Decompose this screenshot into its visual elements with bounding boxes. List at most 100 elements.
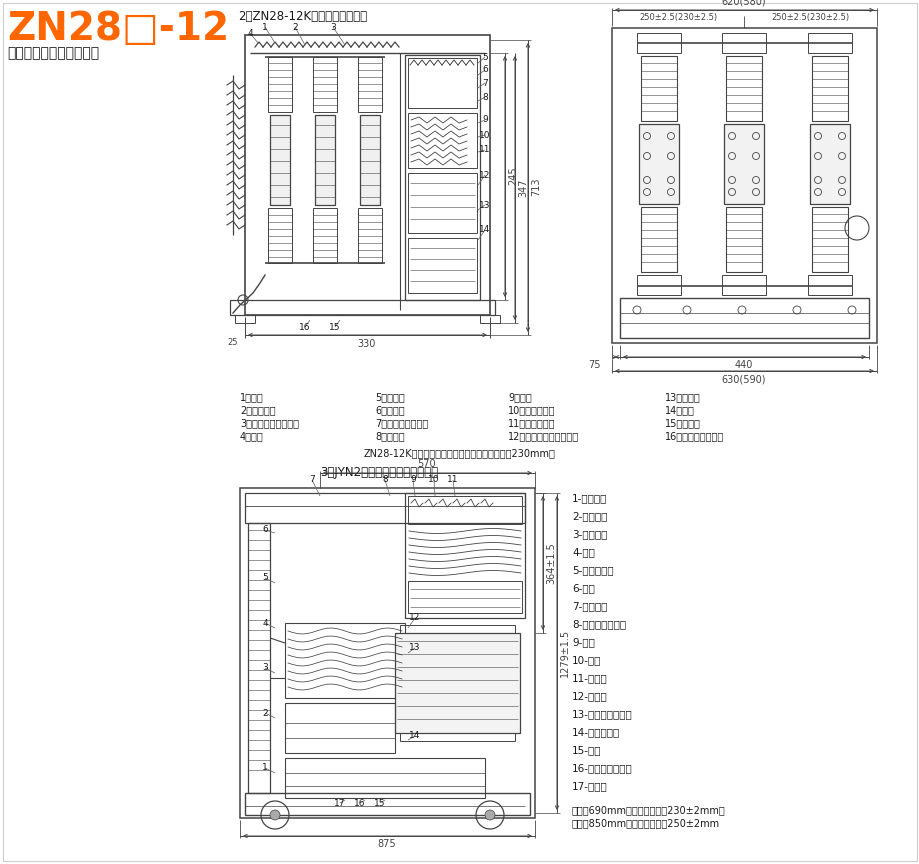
Text: 9、螺栓: 9、螺栓 (507, 392, 531, 402)
Text: 3: 3 (330, 22, 335, 31)
Text: 4: 4 (247, 29, 253, 37)
Text: 1、主轴: 1、主轴 (240, 392, 264, 402)
Bar (807, 33, 851, 53)
Text: 6: 6 (482, 66, 487, 74)
Text: 6: 6 (262, 525, 267, 535)
Text: 25: 25 (228, 338, 238, 347)
Text: 户内高压交流真空断路器: 户内高压交流真空断路器 (7, 46, 99, 60)
Text: 6-转轴: 6-转轴 (572, 583, 595, 593)
Bar (807, 275, 851, 295)
Text: 5、导向板: 5、导向板 (375, 392, 404, 402)
Text: 手车宽850mm时，相间中心距250±2mm: 手车宽850mm时，相间中心距250±2mm (572, 818, 720, 828)
Text: 14: 14 (409, 732, 420, 740)
Text: 14、螺栓: 14、螺栓 (664, 405, 694, 415)
Bar (725, 207, 761, 272)
Bar (407, 58, 476, 108)
Text: 16-灯弧室固定螺栓: 16-灯弧室固定螺栓 (572, 763, 632, 773)
Text: 364±1.5: 364±1.5 (545, 542, 555, 584)
Text: 250±2.5(230±2.5): 250±2.5(230±2.5) (638, 13, 716, 22)
Text: 7-触头弹簧: 7-触头弹簧 (572, 601, 607, 611)
Circle shape (484, 810, 494, 820)
Bar (234, 315, 255, 323)
Bar (230, 300, 494, 315)
Bar (407, 238, 476, 293)
Text: 75: 75 (587, 360, 599, 370)
Bar (811, 207, 847, 272)
Text: 9: 9 (482, 116, 487, 124)
Bar (267, 57, 291, 112)
Text: 713: 713 (530, 178, 540, 196)
Bar (285, 758, 484, 798)
Text: 14: 14 (479, 226, 490, 234)
Bar (636, 275, 680, 295)
Bar (285, 703, 394, 753)
Text: 11-导向板: 11-导向板 (572, 673, 607, 683)
Text: 245: 245 (507, 167, 517, 185)
Text: 570: 570 (417, 459, 436, 469)
Text: 10: 10 (427, 475, 439, 485)
Text: 2-操动机构: 2-操动机构 (572, 511, 607, 521)
Bar (641, 207, 676, 272)
Text: 13: 13 (479, 200, 490, 209)
Text: 16: 16 (299, 322, 311, 332)
Bar (611, 28, 876, 343)
Text: 10: 10 (479, 130, 490, 139)
Bar (407, 113, 476, 168)
Text: 8-超行程调整螺栓: 8-超行程调整螺栓 (572, 619, 626, 629)
Text: 1279±1.5: 1279±1.5 (560, 629, 570, 677)
Bar (394, 633, 519, 733)
Bar (404, 493, 525, 618)
Text: 620(580): 620(580) (720, 0, 766, 6)
Text: 12: 12 (479, 170, 490, 180)
Bar (723, 124, 763, 204)
Text: 7: 7 (309, 475, 314, 485)
Bar (407, 581, 521, 613)
Text: 9-拳臂: 9-拳臂 (572, 637, 595, 647)
Bar (240, 488, 535, 818)
Text: 2、触头弹簧: 2、触头弹簧 (240, 405, 276, 415)
Text: 5: 5 (262, 574, 267, 582)
Text: 15-螺栓: 15-螺栓 (572, 745, 601, 755)
Text: 6、导向杆: 6、导向杆 (375, 405, 404, 415)
Bar (244, 493, 525, 523)
Text: 5-开距调整片: 5-开距调整片 (572, 565, 613, 575)
Bar (357, 208, 381, 263)
Text: 17-静支架: 17-静支架 (572, 781, 607, 791)
Text: 5: 5 (482, 53, 487, 61)
Text: 12、真空灯弧室紧固螺栓: 12、真空灯弧室紧固螺栓 (507, 431, 578, 441)
Bar (314, 115, 335, 205)
Text: 9: 9 (410, 475, 415, 485)
Text: 11: 11 (447, 475, 459, 485)
Bar (285, 623, 404, 698)
Bar (407, 173, 476, 233)
Text: 875: 875 (378, 839, 396, 849)
Text: 8、动支架: 8、动支架 (375, 431, 404, 441)
Text: 14-真空灯弧室: 14-真空灯弧室 (572, 727, 619, 737)
Text: 4-螺栓: 4-螺栓 (572, 547, 595, 557)
Bar (809, 124, 849, 204)
Text: 3、JYN2手车式真空断路器外形图: 3、JYN2手车式真空断路器外形图 (320, 466, 437, 479)
Text: 7: 7 (482, 79, 487, 87)
Text: 12: 12 (409, 613, 420, 622)
Bar (267, 208, 291, 263)
Bar (312, 57, 336, 112)
Text: 10、真空灯弧室: 10、真空灯弧室 (507, 405, 555, 415)
Bar (400, 625, 515, 633)
Text: 13、静支架: 13、静支架 (664, 392, 700, 402)
Text: 13: 13 (409, 644, 420, 652)
Bar (357, 57, 381, 112)
Text: 2、ZN28-12K真空断路器外形图: 2、ZN28-12K真空断路器外形图 (238, 10, 367, 23)
Text: ZN28-12K真空断路器外形图（匡弧内为相间距离230mm）: ZN28-12K真空断路器外形图（匡弧内为相间距离230mm） (364, 448, 555, 458)
Text: 3、接触行程调整螺栓: 3、接触行程调整螺栓 (240, 418, 299, 428)
Text: 4、拳臂: 4、拳臂 (240, 431, 264, 441)
Bar (248, 523, 269, 793)
Text: 13-导电夹紧固螺栓: 13-导电夹紧固螺栓 (572, 709, 632, 719)
Bar (312, 208, 336, 263)
Circle shape (269, 810, 279, 820)
Text: 2: 2 (292, 22, 298, 31)
Bar (480, 315, 499, 323)
Text: 10-导杆: 10-导杆 (572, 655, 601, 665)
Text: 250±2.5(230±2.5): 250±2.5(230±2.5) (770, 13, 848, 22)
Bar (244, 793, 529, 815)
Bar (639, 124, 678, 204)
